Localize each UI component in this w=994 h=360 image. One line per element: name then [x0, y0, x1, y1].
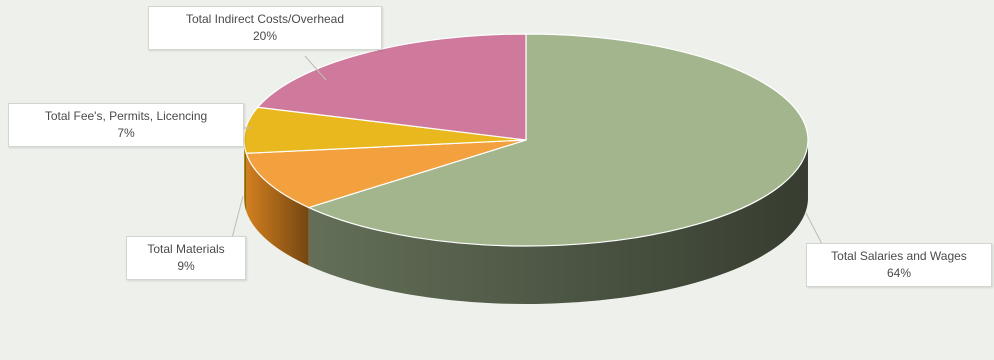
slice-label-fees-permits: Total Fee's, Permits, Licencing [44, 109, 208, 123]
slice-side-shade-fees-permits [244, 140, 247, 212]
slice-label-materials: Total Materials [147, 242, 225, 256]
slice-indirect-costs [257, 33, 527, 141]
leader-line-indirect-costs [304, 55, 327, 81]
callout-materials: Total Materials 9% [126, 236, 246, 280]
slice-percent-materials: 9% [177, 259, 195, 273]
slice-percent-indirect-costs: 20% [252, 29, 278, 43]
slice-side-shade-salaries-wages [308, 141, 808, 304]
callout-salaries-wages: Total Salaries and Wages 64% [806, 243, 992, 287]
slice-side-shade-materials [246, 153, 309, 266]
slice-label-salaries-wages: Total Salaries and Wages [831, 249, 967, 263]
slice-materials [245, 139, 527, 209]
leader-line-materials [231, 195, 244, 239]
slice-percent-salaries-wages: 64% [886, 266, 912, 280]
callout-indirect-costs: Total Indirect Costs/Overhead 20% [148, 6, 382, 50]
slice-fees-permits [243, 106, 527, 154]
slice-percent-fees-permits: 7% [117, 126, 135, 140]
callout-fees-permits: Total Fee's, Permits, Licencing 7% [8, 103, 244, 147]
leader-line-salaries-wages [805, 212, 823, 245]
slice-salaries-wages [308, 33, 809, 247]
slice-label-indirect-costs: Total Indirect Costs/Overhead [185, 12, 345, 26]
